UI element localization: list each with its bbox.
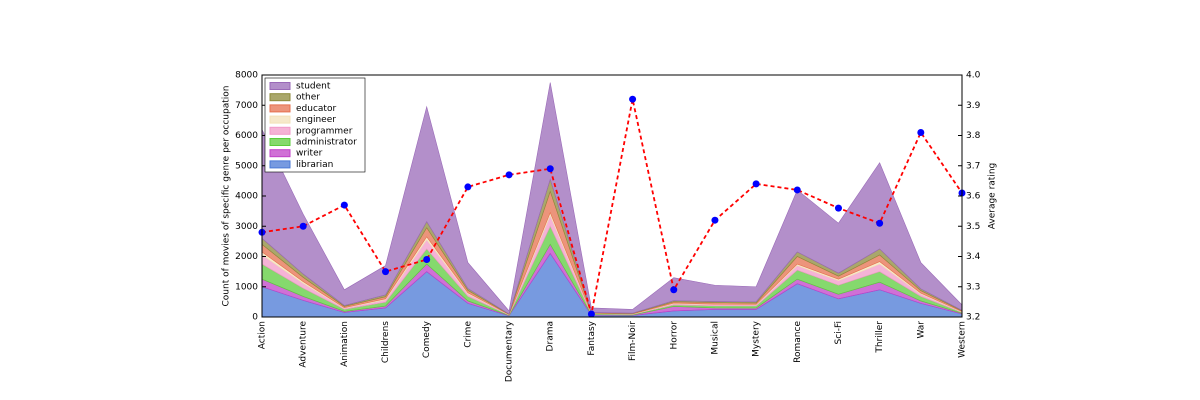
legend-label: educator	[296, 104, 336, 114]
y2-tick-label: 3.2	[966, 313, 980, 323]
x-tick-label: Crime	[463, 321, 473, 348]
rating-marker	[711, 216, 719, 224]
x-tick-label: Thriller	[875, 321, 885, 354]
rating-marker	[876, 219, 884, 227]
y-tick-label: 6000	[235, 131, 258, 141]
y-axis-label: Count of movies of specific genre per oc…	[222, 86, 232, 307]
legend-label: other	[296, 93, 320, 103]
x-tick-label: Horror	[669, 321, 679, 350]
x-tick-label: Comedy	[422, 320, 432, 358]
x-tick-label: Childrens	[381, 321, 391, 363]
x-tick-label: Western	[958, 321, 968, 358]
y2-tick-label: 3.4	[966, 252, 981, 262]
rating-marker	[752, 180, 760, 188]
y2-tick-label: 3.9	[966, 101, 981, 111]
y2-tick-label: 3.8	[966, 131, 981, 141]
rating-line	[261, 99, 963, 315]
y2-tick-label: 3.5	[966, 222, 980, 232]
legend-swatch	[269, 138, 291, 146]
x-tick-label: Adventure	[299, 321, 309, 368]
legend-label: librarian	[296, 160, 333, 170]
rating-marker	[505, 171, 513, 179]
y2-tick-label: 3.3	[966, 282, 980, 292]
legend-swatch	[269, 104, 291, 113]
rating-marker	[340, 201, 348, 209]
rating-marker	[793, 186, 801, 194]
y-tick-label: 8000	[235, 71, 258, 81]
x-tick-label: Romance	[793, 321, 803, 363]
y2-tick-label: 3.6	[966, 192, 981, 202]
y2-axis-label: Average rating	[988, 163, 998, 229]
legend-swatch	[269, 126, 291, 135]
x-tick-label: Fantasy	[587, 320, 597, 355]
x-tick-label: Musical	[710, 321, 720, 355]
y-tick-label: 2000	[235, 252, 258, 262]
y-tick-label: 1000	[235, 282, 258, 292]
legend-label: programmer	[296, 126, 353, 136]
legend-swatch	[269, 160, 291, 169]
x-tick-label: Mystery	[752, 320, 762, 357]
y-tick-label: 3000	[235, 222, 258, 232]
rating-marker	[546, 165, 554, 173]
x-tick-label: Sci-Fi	[834, 321, 844, 344]
x-tick-label: War	[916, 321, 926, 339]
rating-marker	[464, 183, 472, 191]
legend-swatch	[269, 93, 291, 102]
rating-marker	[423, 256, 431, 264]
y-tick-label: 7000	[235, 101, 258, 111]
rating-marker	[629, 95, 637, 103]
legend-label: student	[296, 82, 331, 92]
y2-tick-label: 3.7	[966, 161, 980, 171]
legend-swatch	[269, 82, 291, 90]
legend-swatch	[269, 115, 291, 124]
rating-marker	[382, 268, 390, 276]
rating-marker	[917, 128, 925, 136]
x-tick-label: Animation	[340, 321, 350, 367]
legend-label: administrator	[296, 138, 357, 148]
x-tick-label: Drama	[546, 321, 556, 351]
y2-tick-label: 4.0	[966, 71, 981, 81]
rating-marker	[299, 222, 307, 230]
y-tick-label: 4000	[235, 192, 258, 202]
x-tick-label: Documentary	[505, 320, 515, 382]
rating-marker	[670, 286, 678, 294]
legend-label: writer	[296, 149, 323, 159]
x-tick-label: Action	[258, 321, 268, 349]
legend-label: engineer	[296, 115, 336, 125]
x-tick-label: Film-Noir	[628, 321, 638, 361]
legend-swatch	[269, 149, 291, 158]
rating-marker	[587, 310, 595, 318]
y-tick-label: 5000	[235, 161, 258, 171]
y-tick-label: 0	[252, 313, 258, 323]
rating-marker	[834, 204, 842, 212]
